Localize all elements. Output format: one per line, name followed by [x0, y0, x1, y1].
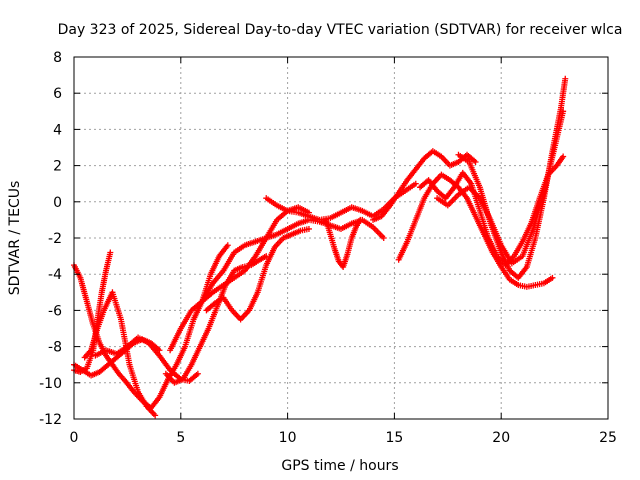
data-plot-area [71, 75, 569, 419]
y-tick-label: -8 [48, 340, 62, 356]
y-tick-label: 4 [53, 122, 62, 138]
y-tick-label: -4 [48, 267, 62, 283]
y-tick-label: 8 [53, 50, 62, 66]
y-tick-label: 2 [53, 159, 62, 175]
x-axis-label: GPS time / hours [281, 458, 398, 474]
y-tick-label: -12 [39, 412, 62, 428]
series-sat-c [81, 289, 159, 419]
x-tick-label: 25 [599, 430, 617, 446]
x-tick-label: 20 [492, 430, 510, 446]
axis-ticks: 0 5 10 15 20 25 -12 -10 -8 -6 -4 -2 0 2 4 6 8 [39, 50, 617, 446]
chart-title: Day 323 of 2025, Sidereal Day-to-day VTE… [58, 22, 623, 38]
series-sat-i [199, 216, 387, 305]
y-tick-label: 0 [53, 195, 62, 211]
y-tick-label: 6 [53, 86, 62, 102]
series-sat-h [203, 225, 312, 323]
series-sat-k [323, 216, 364, 270]
series-sat-l [370, 148, 479, 223]
grid [74, 57, 608, 419]
x-tick-label: 5 [176, 430, 185, 446]
y-tick-label: -2 [48, 231, 62, 247]
x-tick-label: 10 [279, 430, 297, 446]
y-tick-label: -6 [48, 303, 62, 319]
x-tick-label: 0 [70, 430, 79, 446]
x-tick-label: 15 [385, 430, 403, 446]
series-sat-p [455, 75, 569, 281]
series-sat-f [162, 253, 270, 386]
y-tick-label: -10 [39, 376, 62, 392]
y-axis-label: SDTVAR / TECUs [7, 181, 23, 296]
